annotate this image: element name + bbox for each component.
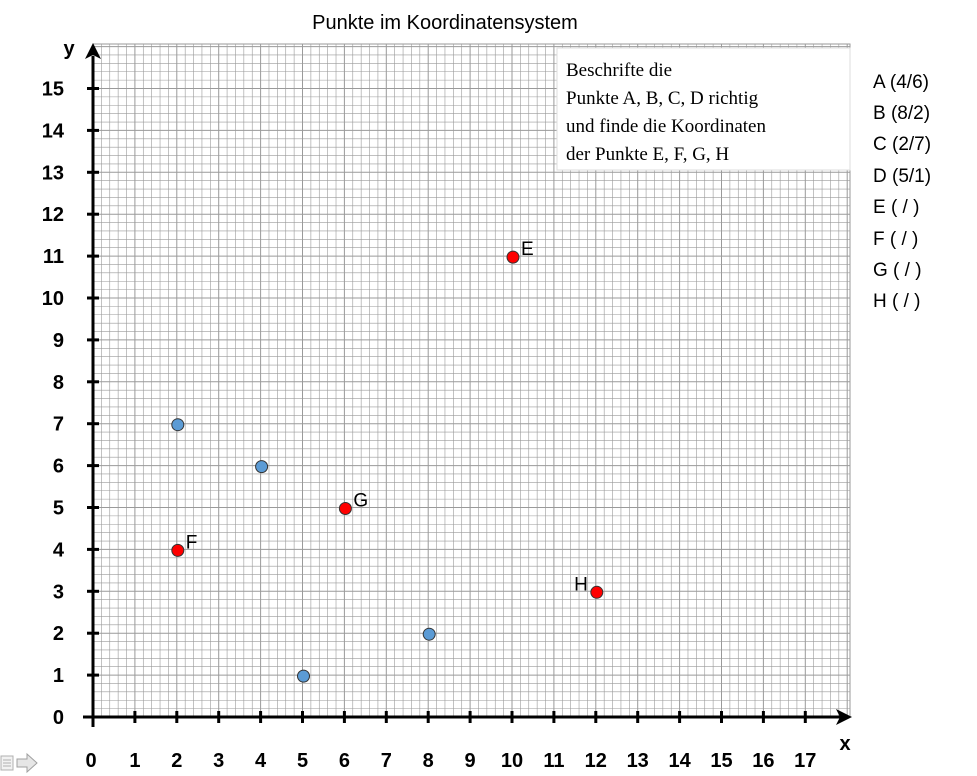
point-label: E: [521, 239, 534, 260]
point-label: F: [186, 532, 198, 553]
data-point: [255, 460, 269, 474]
x-tick-label: 3: [213, 750, 224, 772]
y-tick-label: 10: [42, 288, 64, 310]
coordinate-list-item: F ( / ): [873, 229, 918, 250]
x-tick-label: 14: [668, 750, 691, 772]
y-tick-label: 12: [42, 204, 64, 226]
slide-nav-icon[interactable]: [0, 755, 14, 771]
coordinate-list-item: D (5/1): [873, 166, 931, 187]
next-arrow-icon[interactable]: [16, 752, 38, 774]
y-tick-label: 13: [42, 162, 64, 184]
x-tick-label: 6: [339, 750, 350, 772]
x-tick-label: 8: [423, 750, 434, 772]
y-tick-label: 4: [53, 539, 65, 561]
x-tick-label: 4: [255, 750, 267, 772]
coordinate-list-item: G ( / ): [873, 260, 922, 281]
y-tick-label: 11: [43, 246, 64, 268]
x-axis-arrow: [836, 709, 852, 725]
task-box-background: [556, 47, 851, 171]
x-tick-label: 9: [465, 750, 476, 772]
coordinate-list: A (4/6) B (8/2) C (2/7) D (5/1) E ( / ) …: [873, 72, 931, 312]
data-point: [171, 543, 185, 557]
x-tick-label: 15: [710, 750, 732, 772]
data-point: [338, 502, 352, 515]
y-tick-label: 6: [53, 456, 64, 478]
x-tick-label: 16: [752, 750, 774, 772]
coordinate-list-item: A (4/6): [873, 72, 929, 93]
coordinate-list-item: C (2/7): [873, 134, 931, 155]
data-point: [297, 669, 310, 683]
x-tick-labels: 0 1 2 3 4 5 6 7 8 9 10 11 12 13 14 15 16 17: [85, 750, 816, 772]
point-label: H: [574, 574, 588, 595]
point-label: G: [353, 491, 368, 512]
x-tick-label: 2: [171, 750, 182, 772]
data-point: [422, 627, 436, 641]
x-tick-label: 12: [585, 750, 607, 772]
y-tick-label: 7: [53, 414, 64, 436]
x-axis-label: x: [839, 733, 850, 755]
x-tick-label: 1: [129, 750, 140, 772]
task-line: und finde die Koordinaten: [566, 116, 766, 137]
x-tick-label: 11: [543, 750, 564, 772]
x-tick-label: 5: [297, 750, 308, 772]
y-tick-label: 2: [53, 623, 64, 645]
y-tick-label: 0: [53, 707, 64, 729]
y-axis-label: y: [63, 38, 75, 60]
x-tick-label: 7: [381, 750, 392, 772]
y-tick-label: 15: [42, 79, 64, 101]
y-tick-label: 5: [53, 498, 64, 520]
y-tick-label: 8: [53, 372, 64, 394]
coordinate-list-item: H ( / ): [873, 291, 921, 312]
task-line: der Punkte E, F, G, H: [566, 144, 729, 165]
data-point: [506, 250, 520, 264]
data-point: [171, 418, 185, 432]
coordinate-list-item: E ( / ): [873, 197, 919, 218]
task-line: Punkte A, B, C, D richtig: [566, 88, 759, 109]
y-tick-label: 3: [53, 581, 64, 603]
x-tick-label: 0: [85, 750, 96, 772]
x-tick-label: 13: [627, 750, 649, 772]
y-tick-label: 9: [53, 330, 64, 352]
task-line: Beschrifte die: [566, 60, 672, 81]
y-tick-label: 14: [42, 120, 65, 142]
y-axis-arrow: [85, 43, 101, 59]
task-box: Beschrifte die Punkte A, B, C, D richtig…: [556, 47, 851, 171]
axes: [83, 43, 852, 727]
coordinate-list-item: B (8/2): [873, 103, 930, 124]
x-tick-label: 10: [501, 750, 523, 772]
data-points: E G F H: [171, 239, 604, 683]
data-point: [590, 585, 604, 599]
y-tick-label: 1: [53, 665, 64, 687]
x-tick-label: 17: [794, 750, 816, 772]
chart-title: Punkte im Koordinatensystem: [312, 12, 578, 34]
